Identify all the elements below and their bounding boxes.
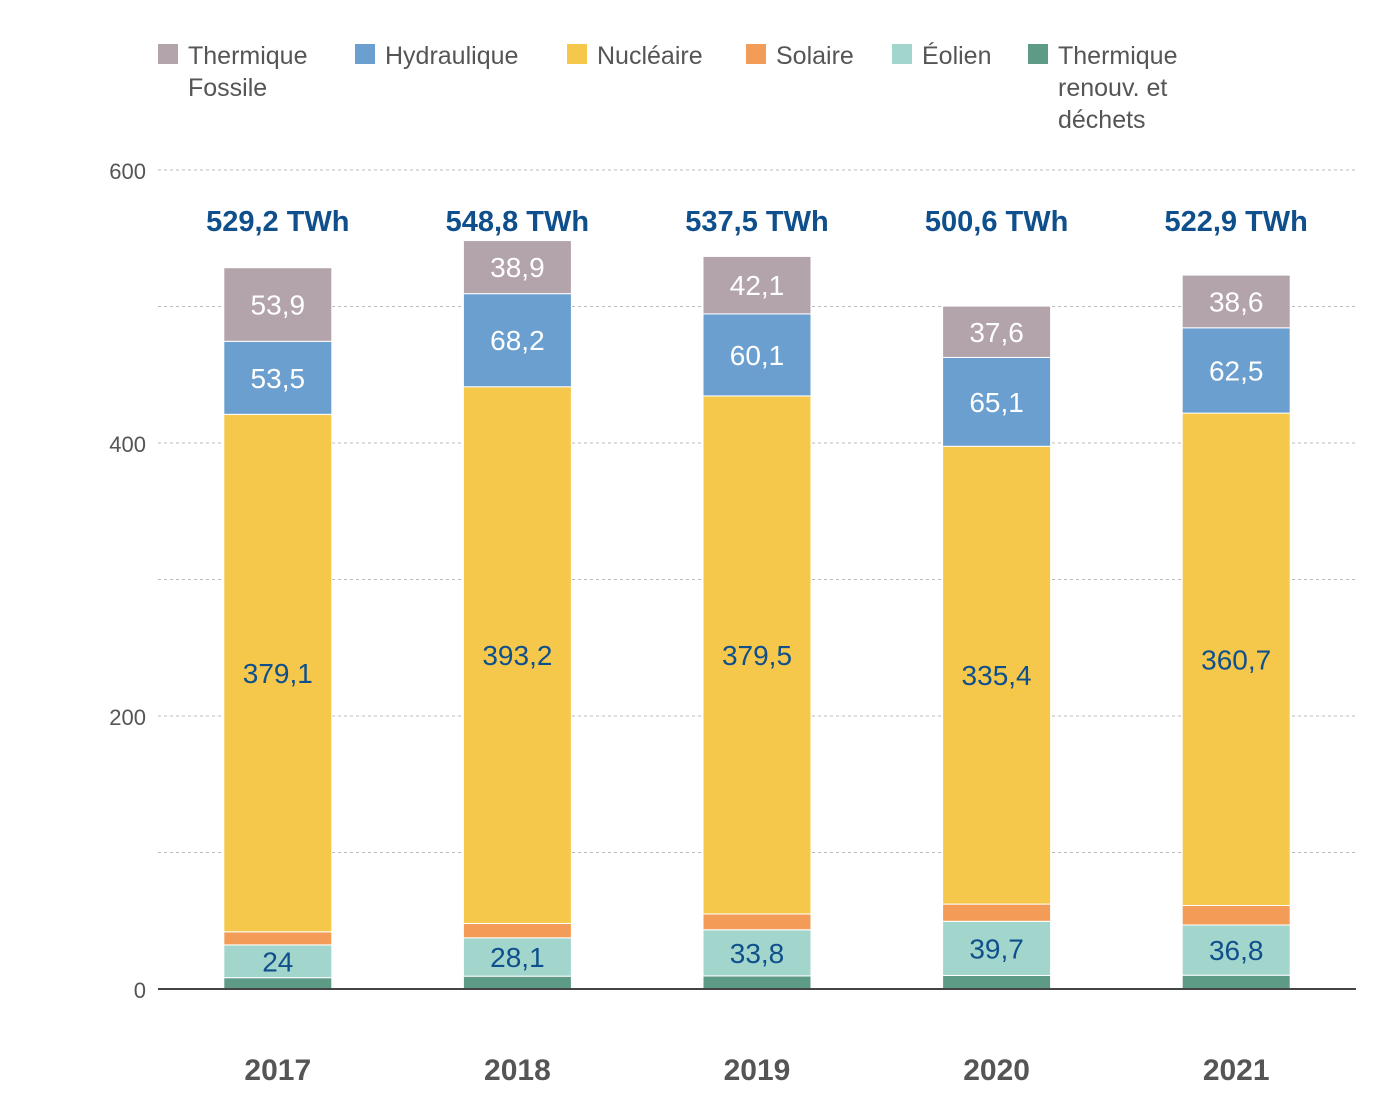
data-label: 62,5: [1209, 355, 1264, 386]
legend-label: Éolien: [922, 42, 992, 70]
y-tick-label: 400: [109, 432, 146, 457]
y-tick-label: 200: [109, 705, 146, 730]
legend-label: Hydraulique: [385, 42, 519, 70]
bar-segment: [702, 929, 812, 977]
legend-label: Nucléaire: [597, 42, 703, 70]
total-label: 522,9 TWh: [1164, 206, 1307, 238]
bar-segment: [462, 975, 572, 990]
data-label: 33,8: [730, 938, 785, 969]
bar-segment: [462, 922, 572, 939]
bar-segment: [942, 305, 1052, 358]
y-tick-label: 0: [134, 978, 146, 1003]
data-label: 379,5: [722, 640, 792, 671]
bar-segment: [462, 937, 572, 977]
data-label: 24: [262, 946, 293, 977]
bar-segment: [702, 313, 812, 397]
data-label: 53,9: [251, 290, 306, 321]
bar-segment: [223, 977, 333, 990]
total-label: 537,5 TWh: [685, 206, 828, 238]
legend-label: Thermique Fossile: [188, 42, 308, 102]
bar-segment: [223, 931, 333, 946]
bar-segment: [223, 340, 333, 415]
bar-segment: [1181, 924, 1291, 976]
chart-legend: Thermique Fossile Hydraulique Nucléaire …: [0, 0, 1374, 140]
data-label: 39,7: [969, 933, 1024, 964]
data-label: 360,7: [1201, 644, 1271, 675]
bar-segment: [702, 913, 812, 931]
legend-item-eolien: Éolien: [892, 40, 992, 72]
data-label: 36,8: [1209, 935, 1264, 966]
legend-swatch: [567, 44, 587, 64]
data-label: 68,2: [490, 325, 545, 356]
total-label: 529,2 TWh: [206, 206, 349, 238]
legend-label: Thermique renouv. et déchets: [1058, 42, 1178, 134]
data-label: 379,1: [243, 658, 313, 689]
bar-segment: [1181, 274, 1291, 329]
data-label: 28,1: [490, 942, 545, 973]
bar-segment: [1181, 327, 1291, 414]
legend-swatch: [1028, 44, 1048, 64]
legend-item-nucleaire: Nucléaire: [567, 40, 703, 72]
x-tick-label: 2019: [724, 1054, 791, 1087]
bar-segment: [462, 240, 572, 295]
x-tick-label: 2018: [484, 1054, 551, 1087]
x-tick-label: 2021: [1203, 1054, 1270, 1087]
data-label: 393,2: [482, 640, 552, 671]
legend-swatch: [892, 44, 912, 64]
data-label: 53,5: [251, 363, 306, 394]
data-label: 60,1: [730, 340, 785, 371]
legend-item-solaire: Solaire: [746, 40, 854, 72]
data-label: 37,6: [969, 317, 1024, 348]
bar-segment: [1181, 412, 1291, 906]
bar-segment: [942, 974, 1052, 990]
legend-item-thermique-fossile: Thermique Fossile: [158, 40, 308, 104]
y-tick-label: 600: [109, 159, 146, 184]
legend-swatch: [746, 44, 766, 64]
legend-label: Solaire: [776, 42, 854, 70]
total-label: 548,8 TWh: [446, 206, 589, 238]
bar-segment: [702, 255, 812, 315]
bar-segment: [942, 920, 1052, 976]
bar-segment: [702, 395, 812, 915]
bar-segment: [223, 413, 333, 933]
data-label: 335,4: [962, 660, 1032, 691]
x-tick-label: 2020: [963, 1054, 1030, 1087]
total-label: 500,6 TWh: [925, 206, 1068, 238]
data-label: 42,1: [730, 270, 785, 301]
bar-segment: [462, 386, 572, 924]
legend-item-thermique-renouv: Thermique renouv. et déchets: [1028, 40, 1178, 136]
bar-segment: [1181, 904, 1291, 926]
bar-segment: [1181, 974, 1291, 990]
legend-item-hydraulique: Hydraulique: [355, 40, 518, 72]
bar-segment: [462, 293, 572, 388]
x-tick-label: 2017: [244, 1054, 311, 1087]
bar-segment: [223, 267, 333, 342]
bar-segment: [942, 445, 1052, 905]
data-label: 65,1: [969, 387, 1024, 418]
data-label: 38,6: [1209, 286, 1264, 317]
bar-segment: [942, 903, 1052, 922]
bar-segment: [702, 975, 812, 990]
legend-swatch: [158, 44, 178, 64]
data-label: 38,9: [490, 252, 545, 283]
bar-segment: [942, 356, 1052, 447]
legend-swatch: [355, 44, 375, 64]
bar-segment: [223, 944, 333, 979]
